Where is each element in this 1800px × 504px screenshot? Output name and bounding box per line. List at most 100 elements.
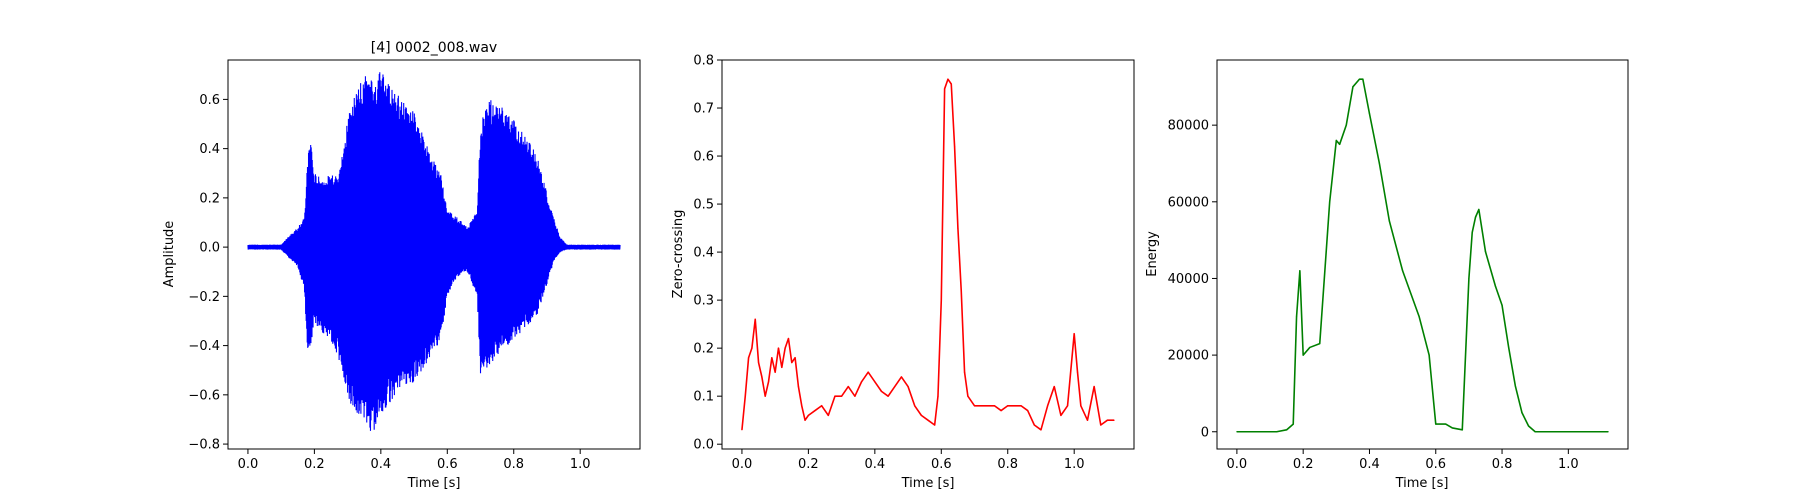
data-point-zero-crossing [827,414,829,416]
x-tick-label: 0.0 [732,457,753,472]
data-point-zero-crossing [1047,405,1049,407]
data-point-zero-crossing [1113,419,1115,421]
data-point-zero-crossing [860,381,863,383]
data-point-zero-crossing [894,385,896,388]
data-point-energy [1295,316,1298,318]
data-point-zero-crossing [953,145,956,148]
data-point-energy [1335,139,1337,142]
data-point-zero-crossing [1033,424,1035,426]
data-point-energy [1474,216,1477,218]
x-tick-label: 0.8 [1492,457,1513,472]
data-point-zero-crossing [1007,405,1009,407]
data-point-zero-crossing [761,376,763,378]
x-tick-label: 1.0 [1064,457,1085,472]
data-point-energy [1345,124,1347,126]
data-point-zero-crossing [1000,409,1002,412]
data-point-energy [1607,431,1609,433]
data-point-energy [1508,346,1510,349]
data-point-zero-crossing [807,414,809,416]
data-point-energy [1534,431,1536,433]
data-point-zero-crossing [1053,385,1055,388]
data-point-zero-crossing [1093,385,1095,388]
x-tick-label: 0.0 [1227,457,1248,472]
data-point-zero-crossing [1086,419,1089,421]
data-point-zero-crossing [821,405,823,407]
panel-zero-crossing: 0.0 0.2 0.4 0.6 0.8 1.0 0.0 0.1 0.2 0.3 0.4 0.5 0.6 0… [671,54,1135,491]
x-tick-label: 0.6 [1425,457,1446,472]
data-point-energy [1451,427,1453,429]
y-tick-label: 0.6 [199,93,220,108]
data-point-zero-crossing [841,395,843,397]
panel-energy-xlabel: Time [s] [1395,476,1449,491]
panel-zero-crossing-xlabel: Time [s] [901,476,955,491]
x-tick-label: 1.0 [570,457,591,472]
data-point-zero-crossing [1106,419,1109,421]
x-tick-label: 0.8 [997,457,1018,472]
data-point-energy [1501,304,1503,306]
data-point-energy [1468,277,1470,280]
panel-amplitude-marks [247,72,621,431]
data-point-zero-crossing [907,385,909,388]
data-point-energy [1286,429,1288,431]
panel-zero-crossing-axes: 0.0 0.2 0.4 0.6 0.8 1.0 0.0 0.1 0.2 0.3 0.4 0.5 0.6 0… [693,54,1084,473]
data-point-zero-crossing [784,347,786,349]
data-point-energy [1494,285,1497,287]
y-tick-label: 0.3 [693,294,714,309]
data-point-zero-crossing [801,405,803,407]
y-tick-label: 0.4 [693,246,714,261]
data-point-zero-crossing [960,289,962,292]
data-point-zero-crossing [937,395,939,397]
data-point-zero-crossing [874,381,876,383]
data-point-energy [1418,316,1420,318]
data-point-energy [1445,423,1447,425]
data-point-zero-crossing [797,385,800,388]
data-point-zero-crossing [777,347,780,349]
y-tick-label: 0.0 [199,241,220,256]
data-point-zero-crossing [967,395,969,397]
data-point-energy [1236,431,1238,433]
data-point-energy [1292,423,1294,425]
y-tick-label: 0.1 [693,390,714,405]
data-point-energy [1352,86,1354,88]
data-point-energy [1319,343,1321,345]
data-point-zero-crossing [1100,424,1102,426]
data-point-zero-crossing [787,337,790,340]
y-tick-label: −0.2 [188,290,220,305]
x-tick-label: 0.2 [1293,457,1314,472]
data-point-energy [1299,270,1301,272]
data-point-zero-crossing [747,357,750,359]
panel-energy-marks [1236,78,1609,433]
data-point-energy [1435,423,1437,425]
y-tick-label: 40000 [1168,272,1209,287]
data-point-zero-crossing [867,371,869,373]
data-point-zero-crossing [847,385,849,388]
panel-energy-axes: 0.0 0.2 0.4 0.6 0.8 1.0 0 20000 40000 60000 80000 [1168,119,1579,472]
data-point-zero-crossing [987,405,989,407]
data-point-energy [1302,354,1304,356]
data-point-energy [1368,113,1371,115]
data-point-zero-crossing [834,395,836,397]
data-point-energy [1309,346,1311,349]
panel-zero-crossing-frame [721,59,1135,450]
data-point-zero-crossing [973,405,976,407]
data-point-zero-crossing [950,83,952,85]
panel-energy: 0.0 0.2 0.4 0.6 0.8 1.0020000400006000080000 … [1145,59,1629,491]
data-point-zero-crossing [993,405,996,407]
y-tick-label: 0.6 [693,150,714,165]
data-point-zero-crossing [934,424,936,426]
y-tick-label: 0.8 [693,54,714,69]
data-point-zero-crossing [791,361,793,364]
data-point-zero-crossing [880,390,883,392]
panel-amplitude-ylabel: Amplitude [162,221,177,288]
data-point-zero-crossing [957,227,959,229]
data-point-energy [1527,425,1530,427]
series-line-amplitude [247,72,621,431]
data-point-zero-crossing [927,419,929,421]
data-point-energy [1478,208,1480,211]
data-point-zero-crossing [757,361,760,364]
data-point-energy [1521,411,1523,414]
x-tick-label: 0.2 [304,457,325,472]
y-tick-label: 0.0 [693,438,714,453]
data-point-energy [1388,220,1390,222]
